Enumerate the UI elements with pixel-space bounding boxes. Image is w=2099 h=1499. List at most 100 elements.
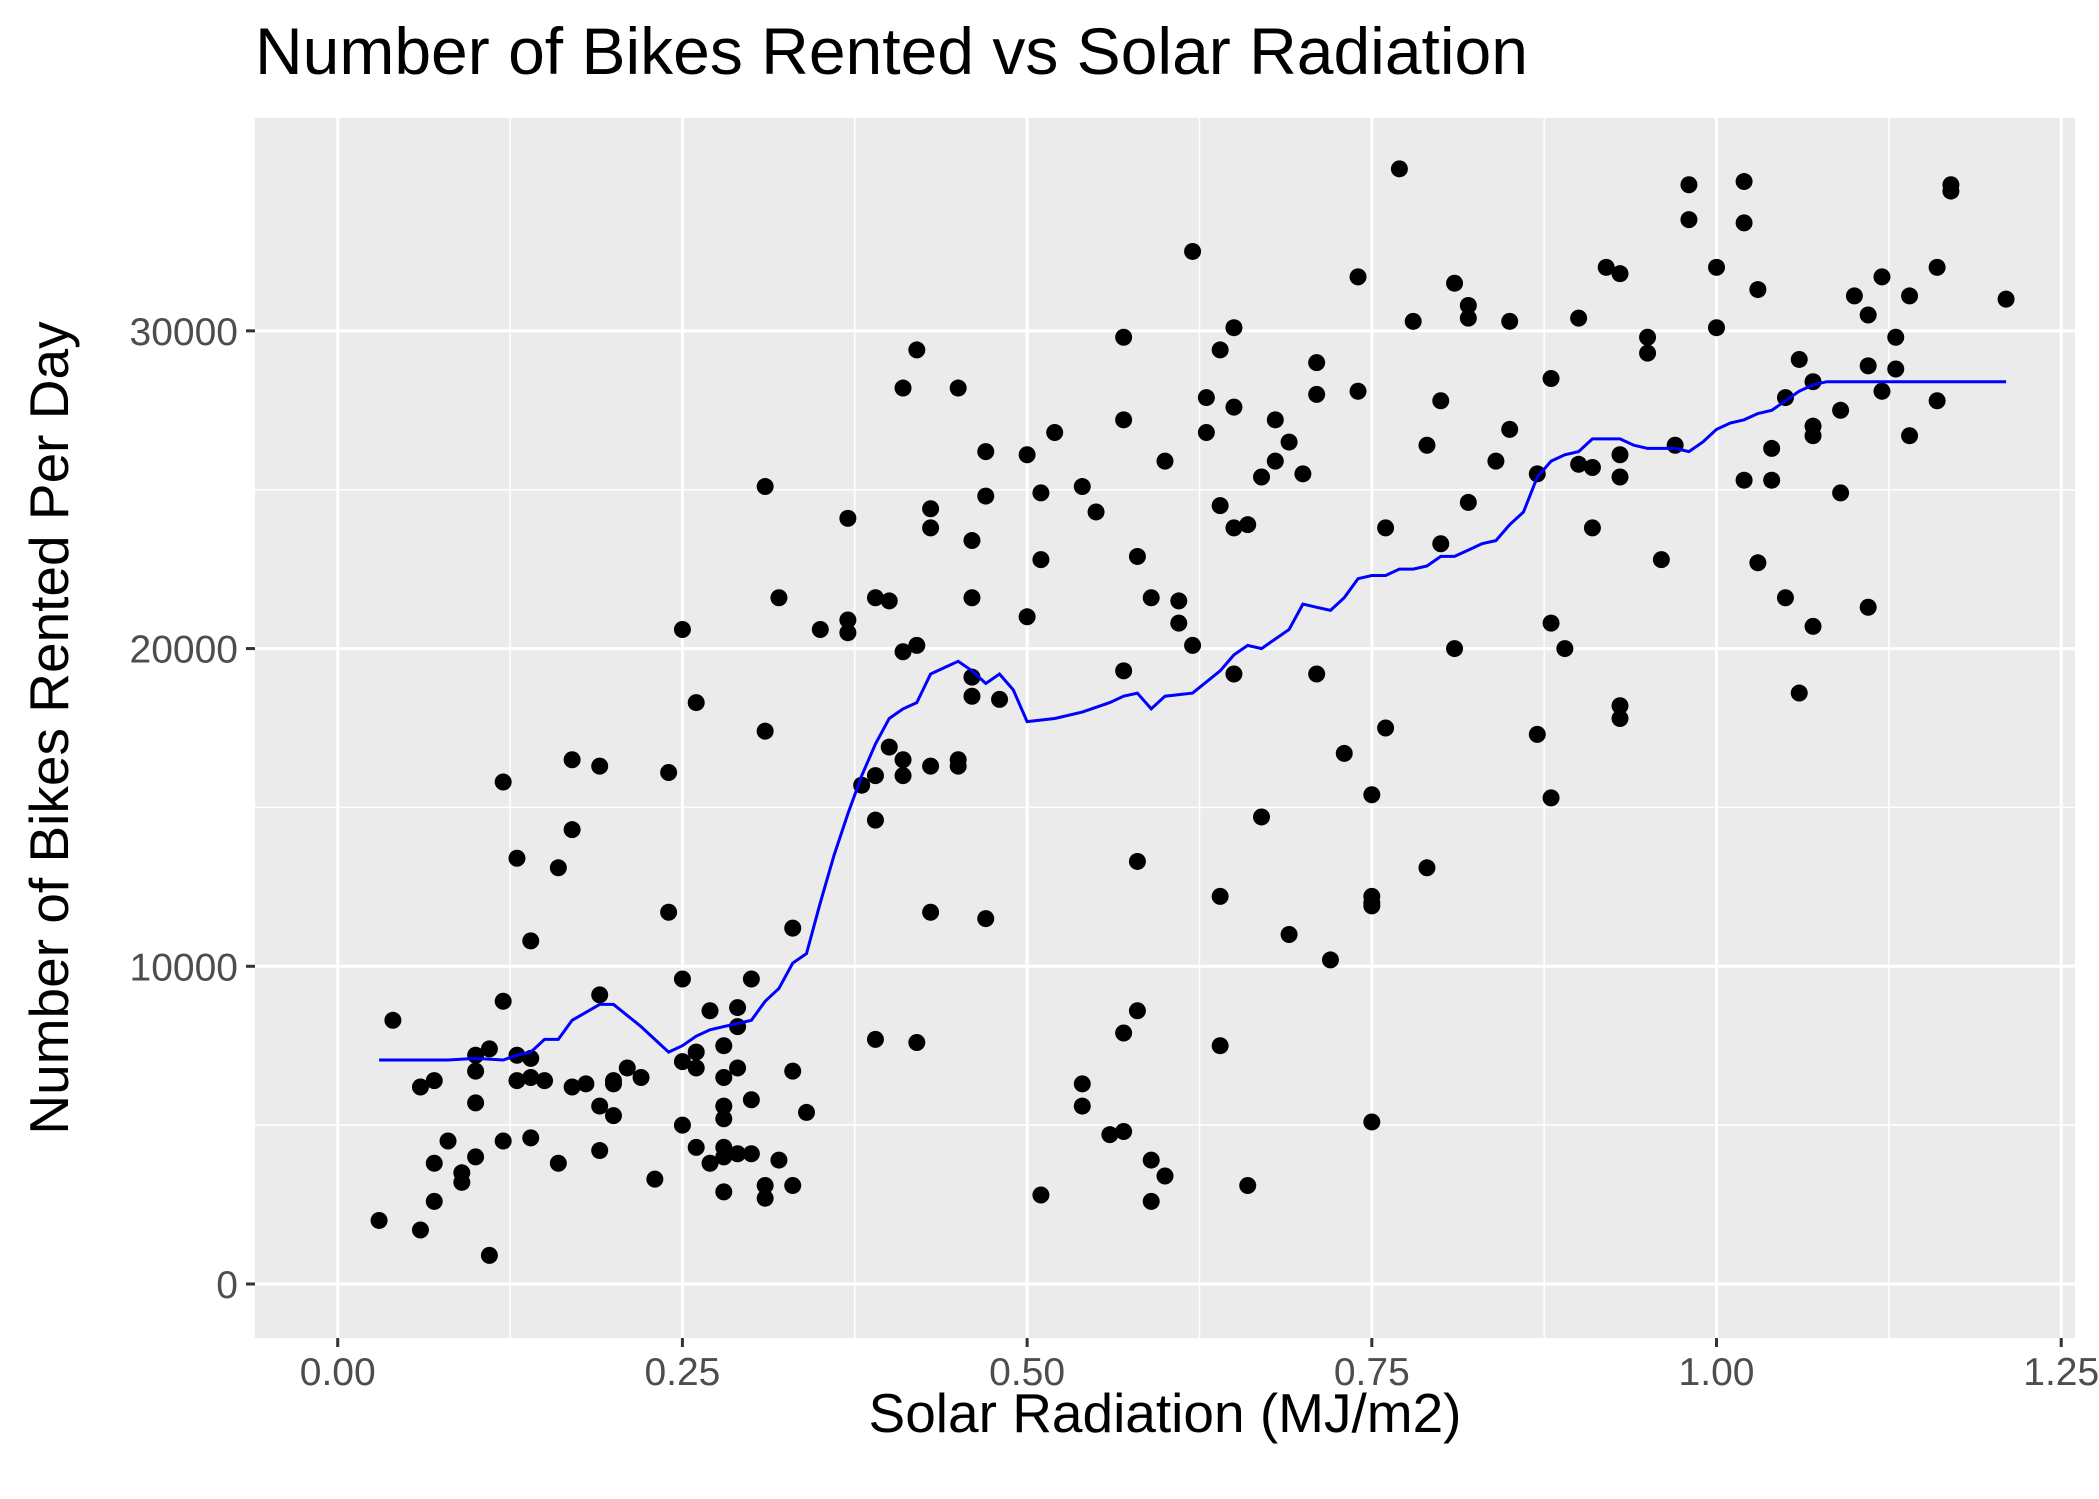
data-point — [384, 1011, 402, 1029]
data-point — [1873, 268, 1891, 286]
data-point — [660, 763, 678, 781]
data-point — [508, 1072, 526, 1090]
x-axis-title: Solar Radiation (MJ/m2) — [869, 1382, 1462, 1444]
data-point — [715, 1097, 733, 1115]
plot-panel — [255, 118, 2075, 1338]
data-point — [411, 1078, 429, 1096]
data-point — [673, 1116, 691, 1134]
data-point — [591, 986, 609, 1004]
data-point — [370, 1211, 388, 1229]
y-tick-label: 10000 — [130, 946, 238, 989]
data-point — [411, 1221, 429, 1239]
data-point — [1032, 1186, 1050, 1204]
data-point — [1156, 452, 1174, 470]
data-point — [991, 690, 1009, 708]
data-point — [1335, 744, 1353, 762]
x-axis: 0.00 0.25 0.50 0.75 1.00 1.25 — [300, 1338, 2099, 1394]
data-point — [1556, 640, 1574, 658]
data-point — [1073, 1097, 1091, 1115]
data-point — [425, 1072, 443, 1090]
data-point — [1321, 951, 1339, 969]
data-point — [1597, 258, 1615, 276]
x-tick-label: 0.75 — [1334, 1351, 1410, 1394]
data-point — [839, 509, 857, 527]
data-point — [922, 757, 940, 775]
data-point — [1073, 1075, 1091, 1093]
data-point — [536, 1072, 554, 1090]
data-point — [453, 1173, 471, 1191]
data-point — [508, 849, 526, 867]
data-point — [1349, 382, 1367, 400]
data-point — [729, 999, 747, 1017]
data-point — [1115, 328, 1133, 346]
data-point — [1611, 446, 1629, 464]
data-point — [646, 1170, 664, 1188]
y-axis-title: Number of Bikes Rented Per Day — [18, 321, 80, 1135]
data-point — [1142, 1151, 1160, 1169]
data-point — [701, 1002, 719, 1020]
data-point — [715, 1183, 733, 1201]
data-point — [1887, 328, 1905, 346]
data-point — [1749, 554, 1767, 572]
data-point — [1115, 662, 1133, 680]
data-point — [715, 1138, 733, 1156]
data-point — [1942, 176, 1960, 194]
data-point — [866, 811, 884, 829]
data-point — [1776, 589, 1794, 607]
data-point — [894, 767, 912, 785]
data-point — [1790, 684, 1808, 702]
smooth-trend-line — [379, 380, 2007, 1062]
data-point — [1404, 312, 1422, 330]
data-point — [1363, 897, 1381, 915]
data-point — [1997, 290, 2015, 308]
data-point — [1101, 1126, 1119, 1144]
x-tick-label: 1.00 — [1679, 1351, 1755, 1394]
data-point — [784, 1177, 802, 1194]
data-point — [1928, 258, 1946, 276]
data-point — [480, 1040, 498, 1058]
data-point — [1528, 465, 1546, 483]
data-point — [1432, 535, 1450, 553]
data-point — [866, 1030, 884, 1048]
data-point — [1735, 173, 1753, 191]
data-point — [742, 1145, 760, 1163]
data-point — [563, 821, 581, 839]
data-point — [1225, 665, 1243, 683]
data-point — [687, 694, 705, 712]
data-point — [1197, 424, 1215, 442]
data-point — [1887, 360, 1905, 378]
data-point — [1639, 328, 1657, 346]
data-point — [439, 1132, 457, 1150]
data-point — [866, 767, 884, 785]
data-point — [1776, 389, 1794, 407]
data-point — [1583, 519, 1601, 537]
data-point — [1639, 344, 1657, 362]
data-point — [1184, 636, 1202, 654]
data-point — [467, 1148, 485, 1166]
data-point — [1211, 341, 1229, 359]
data-point — [756, 1177, 774, 1194]
data-point — [1115, 411, 1133, 429]
data-point — [1859, 357, 1877, 375]
x-tick-label: 1.25 — [2023, 1351, 2099, 1394]
data-point — [1239, 516, 1257, 534]
x-tick-label: 0.50 — [989, 1351, 1065, 1394]
data-point — [715, 1110, 733, 1128]
data-point — [1225, 319, 1243, 337]
data-point — [1542, 370, 1560, 388]
data-point — [1611, 265, 1629, 283]
data-point — [1087, 503, 1105, 521]
data-point — [1859, 598, 1877, 616]
data-point — [660, 903, 678, 921]
data-point — [1804, 427, 1822, 445]
data-point — [1266, 411, 1284, 429]
data-point — [1253, 468, 1271, 486]
data-point — [1901, 427, 1919, 445]
data-point — [494, 992, 512, 1010]
data-point — [522, 1129, 540, 1147]
data-point — [963, 687, 981, 705]
data-point — [922, 500, 940, 518]
data-point — [549, 859, 567, 877]
data-point — [1239, 1177, 1257, 1194]
data-point — [839, 611, 857, 629]
